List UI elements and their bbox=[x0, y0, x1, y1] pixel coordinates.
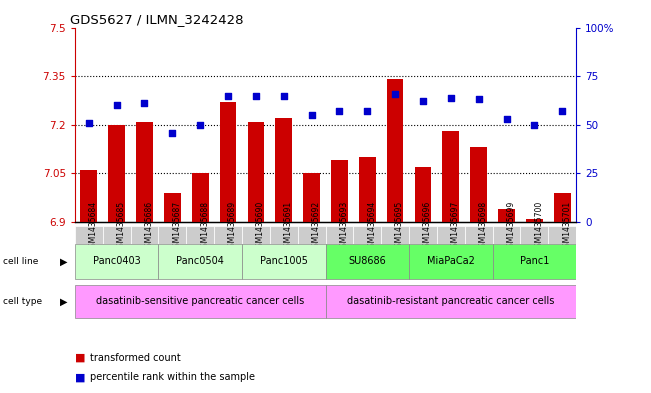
Text: GSM1435685: GSM1435685 bbox=[117, 201, 126, 252]
Text: ▶: ▶ bbox=[60, 256, 68, 266]
Bar bbox=[303, 173, 320, 222]
Bar bbox=[75, 244, 158, 279]
Bar bbox=[470, 147, 487, 222]
Text: ■: ■ bbox=[75, 353, 85, 363]
Bar bbox=[498, 209, 515, 222]
Text: Panc1: Panc1 bbox=[519, 255, 549, 266]
Text: Panc0403: Panc0403 bbox=[92, 255, 141, 266]
Bar bbox=[381, 226, 409, 244]
Bar bbox=[520, 226, 548, 244]
Text: SU8686: SU8686 bbox=[348, 255, 386, 266]
Bar bbox=[242, 244, 326, 279]
Point bbox=[334, 108, 344, 114]
Text: GSM1435687: GSM1435687 bbox=[173, 201, 182, 252]
Bar bbox=[158, 244, 242, 279]
Bar bbox=[409, 244, 493, 279]
Bar bbox=[192, 173, 208, 222]
Point bbox=[529, 121, 540, 128]
Point bbox=[418, 98, 428, 105]
Bar bbox=[242, 226, 270, 244]
Text: Panc1005: Panc1005 bbox=[260, 255, 308, 266]
Text: GSM1435700: GSM1435700 bbox=[534, 201, 544, 252]
Point bbox=[167, 129, 178, 136]
Bar bbox=[548, 226, 576, 244]
Bar bbox=[108, 125, 125, 222]
Text: cell line: cell line bbox=[3, 257, 38, 266]
Bar bbox=[326, 226, 353, 244]
Text: ▶: ▶ bbox=[60, 297, 68, 307]
Point bbox=[111, 102, 122, 108]
Point bbox=[390, 90, 400, 97]
Text: GSM1435701: GSM1435701 bbox=[562, 201, 571, 252]
Bar bbox=[164, 193, 181, 222]
Text: dasatinib-resistant pancreatic cancer cells: dasatinib-resistant pancreatic cancer ce… bbox=[347, 296, 555, 306]
Bar bbox=[326, 244, 409, 279]
Point bbox=[307, 112, 317, 118]
Bar bbox=[270, 226, 298, 244]
Bar bbox=[554, 193, 570, 222]
Text: GSM1435692: GSM1435692 bbox=[312, 201, 320, 252]
Text: GSM1435690: GSM1435690 bbox=[256, 201, 265, 252]
Bar bbox=[75, 285, 326, 318]
Text: transformed count: transformed count bbox=[90, 353, 180, 363]
Bar bbox=[131, 226, 158, 244]
Text: GSM1435691: GSM1435691 bbox=[284, 201, 293, 252]
Bar bbox=[136, 121, 153, 222]
Bar bbox=[353, 226, 381, 244]
Point bbox=[139, 100, 150, 107]
Bar bbox=[81, 170, 97, 222]
Text: ■: ■ bbox=[75, 372, 85, 382]
Text: GSM1435695: GSM1435695 bbox=[395, 201, 404, 252]
Text: MiaPaCa2: MiaPaCa2 bbox=[427, 255, 475, 266]
Point bbox=[279, 92, 289, 99]
Bar bbox=[415, 167, 432, 222]
Bar bbox=[103, 226, 131, 244]
Text: dasatinib-sensitive pancreatic cancer cells: dasatinib-sensitive pancreatic cancer ce… bbox=[96, 296, 304, 306]
Text: Panc0504: Panc0504 bbox=[176, 255, 224, 266]
Text: GSM1435688: GSM1435688 bbox=[201, 201, 209, 252]
Bar bbox=[331, 160, 348, 222]
Point bbox=[501, 116, 512, 122]
Bar bbox=[359, 157, 376, 222]
Text: GSM1435684: GSM1435684 bbox=[89, 201, 98, 252]
Bar bbox=[526, 219, 543, 222]
Bar bbox=[158, 226, 186, 244]
Text: GSM1435686: GSM1435686 bbox=[145, 201, 154, 252]
Point bbox=[223, 92, 233, 99]
Bar bbox=[409, 226, 437, 244]
Point bbox=[251, 92, 261, 99]
Text: GSM1435697: GSM1435697 bbox=[450, 201, 460, 252]
Bar bbox=[437, 226, 465, 244]
Text: cell type: cell type bbox=[3, 297, 42, 306]
Bar bbox=[493, 244, 576, 279]
Point bbox=[195, 121, 206, 128]
Text: GSM1435693: GSM1435693 bbox=[339, 201, 348, 252]
Text: percentile rank within the sample: percentile rank within the sample bbox=[90, 372, 255, 382]
Point bbox=[473, 96, 484, 103]
Bar bbox=[443, 131, 459, 222]
Text: GSM1435696: GSM1435696 bbox=[423, 201, 432, 252]
Text: GSM1435689: GSM1435689 bbox=[228, 201, 237, 252]
Bar bbox=[275, 118, 292, 222]
Bar bbox=[247, 121, 264, 222]
Point bbox=[362, 108, 372, 114]
Bar bbox=[219, 102, 236, 222]
Bar bbox=[387, 79, 404, 222]
Bar bbox=[75, 226, 103, 244]
Bar bbox=[186, 226, 214, 244]
Bar bbox=[214, 226, 242, 244]
Bar bbox=[298, 226, 326, 244]
Bar bbox=[465, 226, 493, 244]
Text: GSM1435698: GSM1435698 bbox=[478, 201, 488, 252]
Point bbox=[445, 94, 456, 101]
Text: GSM1435699: GSM1435699 bbox=[506, 201, 516, 252]
Text: GDS5627 / ILMN_3242428: GDS5627 / ILMN_3242428 bbox=[70, 13, 243, 26]
Bar bbox=[326, 285, 576, 318]
Point bbox=[557, 108, 568, 114]
Point bbox=[83, 120, 94, 126]
Bar bbox=[493, 226, 520, 244]
Text: GSM1435694: GSM1435694 bbox=[367, 201, 376, 252]
